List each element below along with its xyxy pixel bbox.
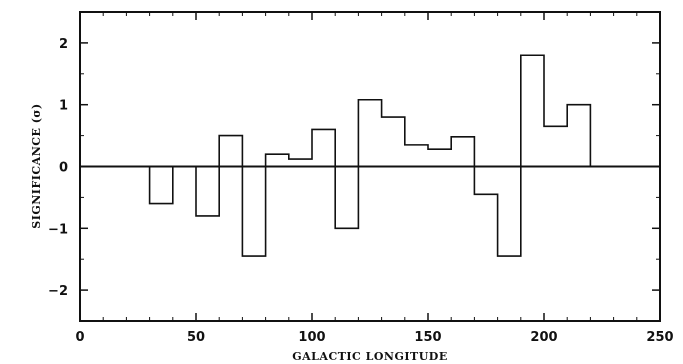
y-tick-label: 0	[59, 161, 68, 176]
x-tick-label: 0	[75, 330, 84, 345]
axis-ticks	[79, 11, 661, 322]
y-axis-label: SIGNIFICANCE (σ)	[30, 103, 43, 228]
tick-labels: 0 50 100 150 200 250 −2 −1 0 1 2	[48, 37, 674, 345]
y-tick-label: −2	[48, 284, 68, 299]
histogram-series	[148, 54, 592, 257]
y-tick-label: 2	[59, 37, 68, 52]
y-tick-label: −1	[48, 222, 68, 237]
x-tick-label: 100	[298, 330, 325, 345]
x-tick-label: 250	[646, 330, 673, 345]
y-tick-label: 1	[59, 99, 68, 114]
x-axis-label: GALACTIC LONGITUDE	[292, 350, 447, 363]
x-tick-label: 200	[530, 330, 557, 345]
x-tick-label: 50	[187, 330, 205, 345]
x-tick-label: 150	[414, 330, 441, 345]
